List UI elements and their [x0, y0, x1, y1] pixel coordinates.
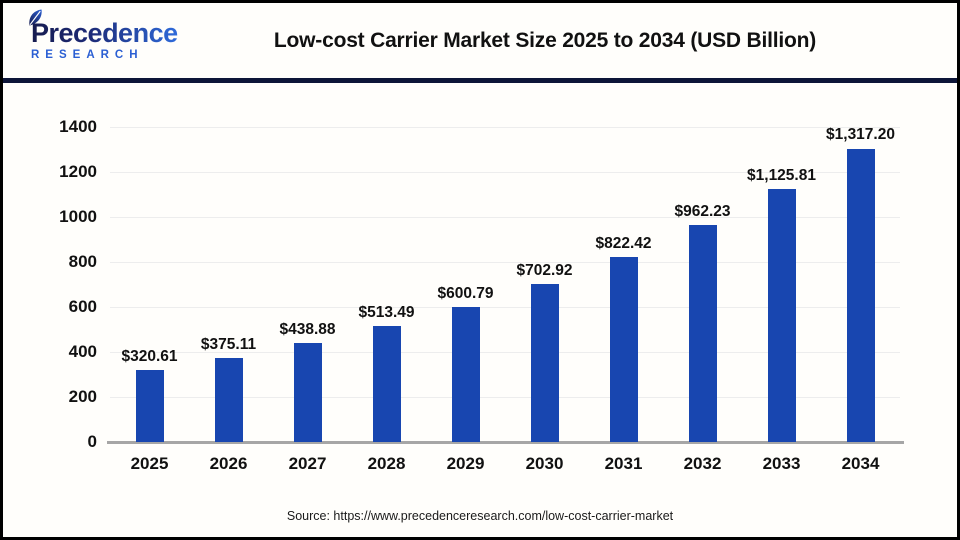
- y-axis-label: 400: [68, 342, 97, 361]
- logo-leaf-icon: [29, 9, 42, 26]
- bar-2034: [846, 148, 875, 442]
- bar-column: $822.42 2031: [584, 127, 663, 473]
- bar-column: $438.88 2027: [268, 127, 347, 473]
- bar-value-label: $822.42: [595, 234, 652, 252]
- bar-2026: [214, 358, 243, 442]
- gridline: [110, 217, 900, 218]
- bar-column: $702.92 2030: [505, 127, 584, 473]
- bar-2032: [688, 225, 717, 442]
- bar-value-label: $600.79: [437, 284, 494, 302]
- bar-2030: [530, 284, 559, 442]
- y-axis-label: 600: [68, 297, 97, 316]
- bar-value-label: $702.92: [516, 261, 573, 279]
- bar-value-label: $375.11: [200, 335, 257, 353]
- source-text: Source: https://www.precedenceresearch.c…: [286, 509, 674, 523]
- gridline: [110, 307, 900, 308]
- x-axis-label: 2032: [683, 454, 722, 473]
- gridline: [110, 127, 900, 128]
- bar-2031: [609, 257, 638, 442]
- bar-2027: [293, 343, 322, 442]
- x-axis-label: 2027: [288, 454, 327, 473]
- bar-2033: [767, 189, 796, 442]
- bar-value-label: $438.88: [279, 320, 336, 338]
- gridline: [110, 172, 900, 173]
- bar-column: $320.61 2025: [110, 127, 189, 473]
- gridline: [110, 397, 900, 398]
- y-axis-label: 800: [68, 252, 97, 271]
- bar-2029: [451, 307, 480, 442]
- x-axis-label: 2025: [130, 454, 169, 473]
- logo-research-text: RESEARCH: [31, 48, 144, 61]
- bar-column: $1,125.81 2033: [742, 127, 821, 473]
- x-axis-line: [107, 441, 904, 444]
- bar-value-label: $513.49: [358, 303, 415, 321]
- x-axis-label: 2031: [604, 454, 643, 473]
- gridline: [110, 352, 900, 353]
- y-axis-label: 1400: [59, 117, 97, 136]
- x-axis-label: 2026: [209, 454, 248, 473]
- bar-value-label: $320.61: [121, 347, 178, 365]
- x-axis-label: 2034: [841, 454, 880, 473]
- bar-2028: [372, 326, 401, 442]
- header: Precedence RESEARCH Low-cost Carrier Mar…: [3, 3, 957, 83]
- x-axis-label: 2033: [762, 454, 801, 473]
- bar-value-label: $962.23: [674, 202, 731, 220]
- chart-section: 0 200 400 600 800 1000 1200 1400 $320.61 2025 $375…: [3, 83, 957, 532]
- bar-column: $513.49 2028: [347, 127, 426, 473]
- bar-column: $1,317.20 2034: [821, 126, 900, 473]
- y-axis-label: 200: [68, 387, 97, 406]
- y-axis-label: 1200: [59, 162, 97, 181]
- y-axis-label: 0: [87, 432, 97, 451]
- x-axis-label: 2030: [525, 454, 564, 473]
- bar-column: $962.23 2032: [663, 127, 742, 473]
- bar-value-label: $1,125.81: [747, 166, 816, 184]
- y-axis-label: 1000: [59, 207, 97, 226]
- bar-column: $375.11 2026: [189, 127, 268, 473]
- plot-area: 0 200 400 600 800 1000 1200 1400 $320.61 2025 $375…: [59, 117, 904, 473]
- logo-wordmark: Precedence: [31, 17, 178, 48]
- logo: Precedence RESEARCH: [23, 9, 213, 62]
- x-axis-label: 2028: [367, 454, 406, 473]
- gridline: [110, 262, 900, 263]
- bar-2025: [135, 370, 164, 442]
- bar-column: $600.79 2029: [426, 127, 505, 473]
- bar-value-label: $1,317.20: [826, 126, 895, 143]
- x-axis-label: 2029: [446, 454, 485, 473]
- chart-title: Low-cost Carrier Market Size 2025 to 203…: [273, 28, 817, 52]
